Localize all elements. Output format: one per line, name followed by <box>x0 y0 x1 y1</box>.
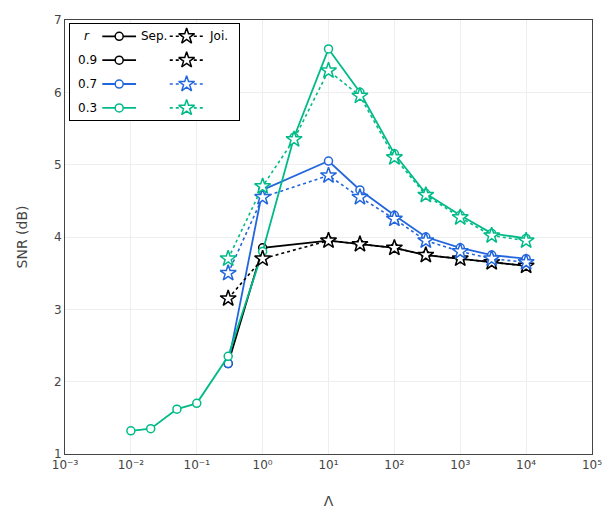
svg-text:10⁻¹: 10⁻¹ <box>184 458 211 472</box>
svg-text:0.9: 0.9 <box>78 53 97 67</box>
svg-text:1: 1 <box>54 447 62 461</box>
svg-text:10²: 10² <box>384 458 404 472</box>
svg-text:10⁻³: 10⁻³ <box>52 458 79 472</box>
svg-text:Sep.: Sep. <box>141 29 167 43</box>
svg-text:10³: 10³ <box>450 458 470 472</box>
svg-text:10⁴: 10⁴ <box>516 458 536 472</box>
svg-text:4: 4 <box>54 230 62 244</box>
svg-text:Λ: Λ <box>324 493 334 509</box>
svg-text:3: 3 <box>54 303 62 317</box>
svg-text:SNR (dB): SNR (dB) <box>14 206 30 269</box>
svg-text:10⁻²: 10⁻² <box>118 458 145 472</box>
svg-text:Joi.: Joi. <box>209 29 228 43</box>
svg-text:10⁰: 10⁰ <box>253 458 273 472</box>
svg-text:10⁵: 10⁵ <box>582 458 602 472</box>
svg-text:0.7: 0.7 <box>78 77 97 91</box>
svg-text:7: 7 <box>54 13 62 27</box>
svg-text:5: 5 <box>54 158 62 172</box>
svg-text:r: r <box>84 29 90 43</box>
svg-text:0.3: 0.3 <box>78 101 97 115</box>
svg-text:6: 6 <box>54 86 62 100</box>
svg-text:10¹: 10¹ <box>318 458 338 472</box>
svg-text:2: 2 <box>54 375 62 389</box>
